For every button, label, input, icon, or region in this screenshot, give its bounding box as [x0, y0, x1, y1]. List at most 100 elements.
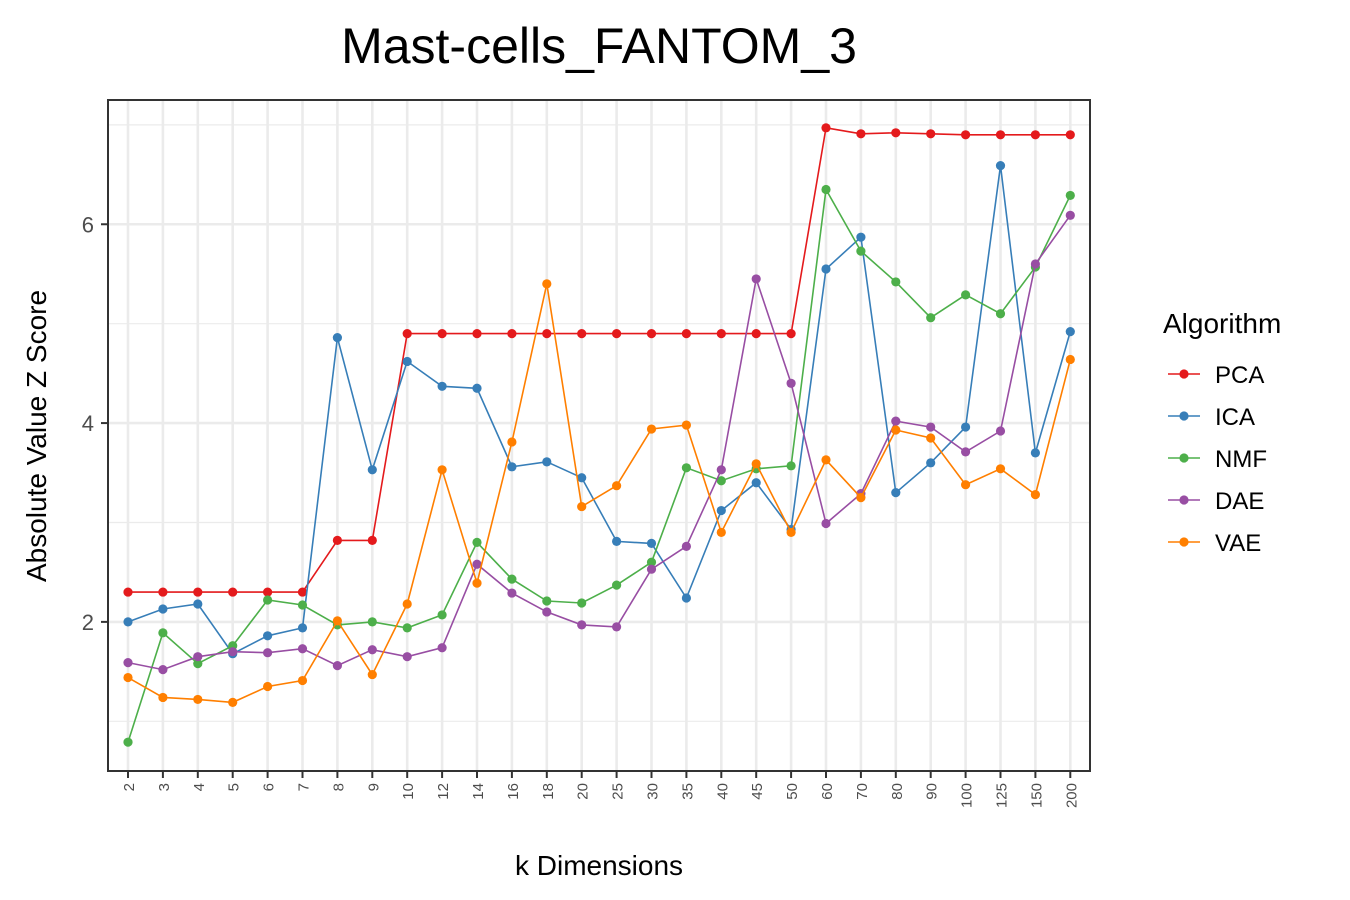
data-point-nmf	[402, 623, 412, 633]
data-point-nmf	[193, 659, 203, 669]
data-point-ica	[751, 478, 761, 488]
data-point-nmf	[507, 574, 517, 584]
data-point-pca	[297, 587, 308, 597]
x-tick-label: 35	[679, 783, 696, 800]
legend: Algorithm PCA ICA NMF DAE VAE	[1163, 308, 1281, 557]
data-point-dae	[228, 647, 238, 657]
x-tick-label: 7	[296, 783, 313, 791]
data-point-nmf	[263, 595, 273, 605]
data-point-pca	[751, 329, 761, 339]
x-tick-label: 150	[1028, 783, 1045, 808]
data-point-dae	[263, 648, 273, 658]
y-axis-title: Absolute Value Z Score	[21, 290, 52, 582]
data-point-vae	[402, 599, 412, 609]
y-axis: 2 4 6	[82, 212, 108, 635]
data-point-vae	[1030, 490, 1040, 500]
x-tick-label: 8	[330, 783, 347, 791]
data-point-dae	[193, 652, 203, 662]
data-point-ica	[891, 488, 901, 498]
data-point-ica	[716, 505, 726, 516]
data-point-dae	[158, 665, 168, 675]
data-point-vae	[821, 455, 831, 465]
data-point-vae	[263, 681, 273, 692]
legend-point-dae	[1179, 495, 1189, 505]
data-point-nmf	[891, 277, 901, 287]
data-point-vae	[681, 420, 692, 430]
data-point-nmf	[367, 617, 377, 627]
data-point-nmf	[646, 557, 657, 567]
data-point-ica	[926, 458, 936, 468]
data-point-ica	[961, 422, 971, 432]
data-point-vae	[332, 616, 342, 626]
data-point-vae	[297, 675, 308, 686]
y-tick-label: 2	[82, 610, 94, 635]
data-point-ica	[367, 465, 377, 475]
data-point-dae	[123, 658, 133, 668]
x-tick-label: 20	[575, 783, 592, 800]
data-point-dae	[1030, 259, 1040, 269]
series-line-dae	[127, 214, 1071, 671]
data-point-ica	[158, 604, 168, 614]
data-point-nmf	[681, 463, 692, 473]
data-point-pca	[891, 128, 901, 138]
data-point-dae	[437, 643, 447, 653]
series-line-pca	[128, 126, 1071, 593]
data-point-nmf	[1065, 190, 1075, 201]
legend-point-vae	[1179, 537, 1189, 547]
legend-label-pca: PCA	[1215, 362, 1264, 389]
data-point-pca	[681, 329, 692, 339]
x-tick-label: 2	[121, 783, 138, 791]
legend-label-vae: VAE	[1215, 530, 1261, 557]
data-point-pca	[158, 587, 168, 597]
data-point-dae	[821, 518, 831, 529]
x-axis: 2 3 4 5 6 7 8 9 10 12 14 16 18 20 25 30 35 40 45 50 60 70 80 90…	[121, 771, 1080, 808]
data-point-ica	[332, 332, 342, 343]
data-point-vae	[1065, 354, 1075, 365]
data-point-vae	[891, 425, 901, 435]
data-point-vae	[612, 481, 622, 491]
data-point-vae	[995, 464, 1006, 474]
legend-label-nmf: NMF	[1215, 446, 1267, 473]
series-line-ica	[127, 165, 1072, 655]
x-tick-label: 80	[889, 783, 906, 800]
x-tick-label: 6	[261, 783, 278, 791]
data-point-nmf	[123, 737, 133, 747]
x-tick-label: 90	[924, 783, 941, 800]
series-line-vae	[127, 283, 1072, 704]
data-point-vae	[577, 501, 587, 512]
data-point-dae	[297, 644, 308, 654]
data-point-pca	[786, 329, 796, 339]
data-point-ica	[123, 617, 133, 627]
data-point-nmf	[577, 598, 587, 608]
data-point-vae	[123, 672, 133, 683]
data-point-dae	[507, 588, 517, 598]
data-point-pca	[507, 329, 517, 339]
data-point-dae	[926, 422, 936, 432]
data-point-pca	[646, 329, 657, 339]
x-tick-label: 60	[819, 783, 836, 800]
data-point-nmf	[856, 246, 866, 256]
data-point-ica	[297, 623, 308, 633]
x-tick-label: 200	[1063, 783, 1080, 808]
data-point-dae	[716, 465, 726, 475]
data-point-vae	[856, 493, 866, 503]
data-point-pca	[437, 329, 447, 339]
data-point-ica	[612, 536, 622, 546]
plot-border	[107, 99, 1091, 772]
y-tick-label: 6	[82, 212, 94, 237]
data-point-dae	[1065, 210, 1075, 220]
x-tick-label: 14	[470, 783, 487, 800]
data-point-ica	[472, 383, 482, 393]
data-point-pca	[367, 535, 377, 545]
data-point-dae	[786, 378, 796, 388]
data-point-nmf	[995, 309, 1006, 319]
data-point-ica	[402, 356, 412, 367]
data-point-nmf	[821, 184, 831, 195]
x-tick-label: 30	[645, 783, 662, 800]
series-layer	[123, 123, 1075, 747]
x-tick-label: 18	[540, 783, 557, 800]
x-tick-label: 50	[784, 783, 801, 800]
data-point-ica	[507, 462, 517, 472]
x-tick-label: 5	[226, 783, 243, 791]
